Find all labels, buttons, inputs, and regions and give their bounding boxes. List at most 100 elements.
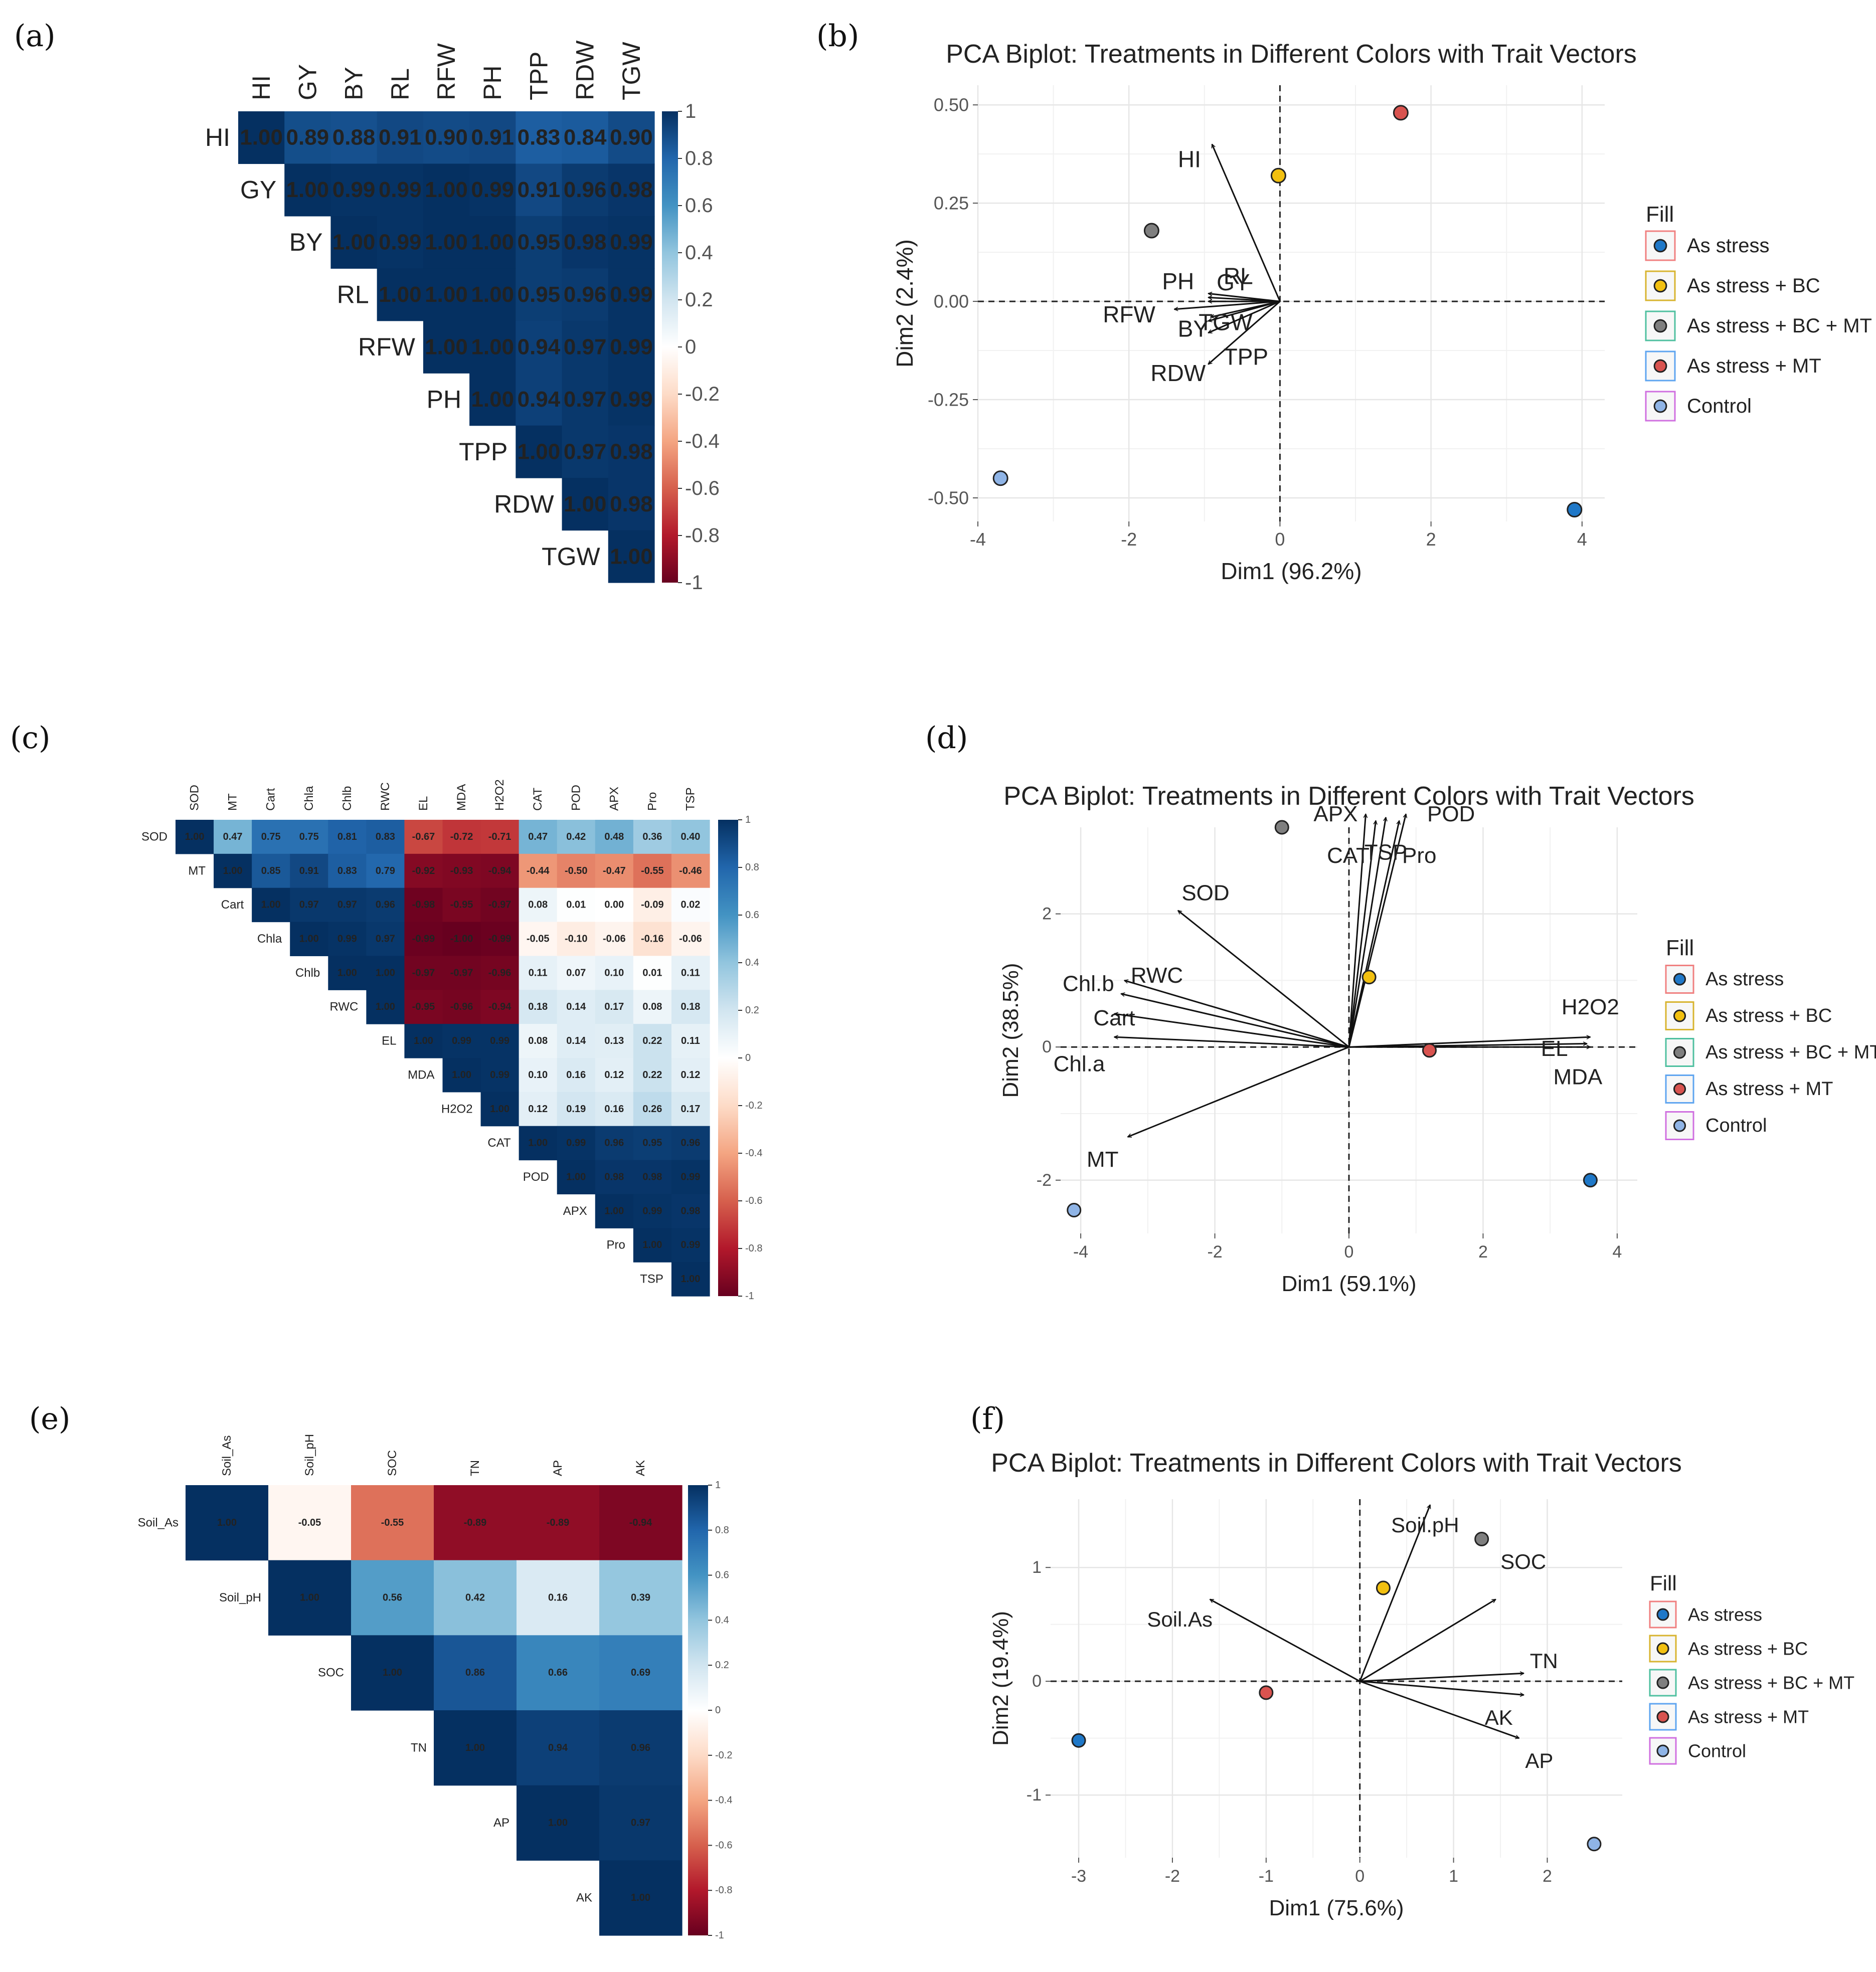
heatmap-cell [404, 853, 443, 888]
trait-label-rfw: RFW [1103, 301, 1155, 327]
cell-value-label: 0.47 [223, 831, 243, 842]
heatmap-cell [671, 1126, 710, 1161]
heatmap-cell [557, 887, 596, 923]
heatmap-cell [562, 216, 609, 269]
cell-value-label: -0.94 [488, 865, 511, 876]
cell-value-label: 0.97 [564, 387, 607, 412]
cell-value-label: 1.00 [528, 1138, 548, 1149]
heatmap-cell [608, 111, 655, 164]
trait-label-chl-a: Chl.a [1054, 1051, 1105, 1076]
cell-value-label: 1.00 [223, 865, 243, 876]
cell-value-label: 0.36 [642, 831, 662, 842]
y-tick-label: -2 [1037, 1171, 1052, 1190]
cell-value-label: 0.42 [465, 1592, 485, 1603]
point-as-stress-bc-mt [1474, 1531, 1489, 1546]
point-as-stress-bc [1270, 167, 1286, 184]
cell-value-label: 1.00 [379, 282, 422, 307]
cell-value-label: 1.00 [261, 900, 281, 911]
heatmap-cell [404, 1024, 443, 1058]
cell-value-label: -0.16 [641, 934, 664, 945]
cell-value-label: -0.72 [450, 831, 473, 842]
cell-value-label: 0.99 [566, 1138, 586, 1149]
cell-value-label: 0.97 [564, 335, 607, 360]
colorbar-tick-label: 1 [715, 1480, 721, 1491]
trait-vector-tpp [1208, 300, 1281, 365]
column-label-chlb: Chlb [340, 786, 354, 811]
cell-value-label: 0.22 [642, 1069, 662, 1081]
column-label-gy: GY [293, 64, 321, 100]
legend-label-as-stress: As stress [1688, 1604, 1762, 1625]
cell-value-label: 0.10 [528, 1069, 548, 1081]
y-tick-label: 0.00 [934, 291, 969, 312]
cell-value-label: -0.98 [412, 900, 435, 911]
heatmap-cell [633, 1024, 672, 1058]
legend-label-as-stress-mt: As stress + MT [1706, 1079, 1833, 1100]
cell-value-label: 0.86 [465, 1667, 485, 1678]
point-control [1587, 1837, 1602, 1852]
cell-value-label: -0.94 [488, 1001, 511, 1012]
legend-key-control [1673, 1119, 1686, 1132]
cell-value-label: 0.97 [376, 934, 395, 945]
cell-value-label: 0.48 [604, 831, 624, 842]
heatmap-cell [599, 1860, 683, 1936]
cell-value-label: 0.12 [528, 1104, 548, 1115]
heatmap-cell [516, 216, 563, 269]
cell-value-label: 0.08 [528, 900, 548, 911]
heatmap-cell [599, 1485, 683, 1561]
cell-value-label: 0.99 [680, 1172, 700, 1183]
heatmap-cell [562, 111, 609, 164]
colorbar-tick-label: -0.8 [685, 524, 720, 547]
y-tick-label: 2 [1042, 905, 1052, 924]
cell-value-label: 0.99 [490, 1035, 509, 1046]
heatmap-cell [404, 887, 443, 923]
legend-key-control [1656, 1744, 1669, 1757]
column-label-hi: HI [247, 75, 275, 100]
cell-value-label: 0.17 [680, 1104, 700, 1115]
row-label-el: EL [382, 1034, 396, 1048]
heatmap-cell [633, 922, 672, 957]
trait-vector-h2o2 [1348, 1037, 1590, 1048]
column-label-ak: AK [634, 1460, 647, 1476]
trait-vector-rwc [1124, 980, 1349, 1048]
legend-label-as-stress: As stress [1687, 235, 1769, 257]
row-label-soc: SOC [318, 1666, 344, 1680]
heatmap-cell [608, 530, 655, 583]
cell-value-label: 0.69 [631, 1667, 650, 1678]
row-label-mt: MT [188, 864, 206, 877]
heatmap-cell [595, 1160, 634, 1195]
heatmap-cell [469, 163, 516, 217]
legend-key-as-stress-bc [1656, 1642, 1669, 1655]
column-label-tpp: TPP [525, 52, 553, 100]
legend-key-as-stress [1673, 973, 1686, 986]
cell-value-label: 0.90 [610, 125, 653, 150]
heatmap-cell [595, 1194, 634, 1228]
legend-key-as-stress [1656, 1608, 1669, 1621]
colorbar-tick-label: -0.2 [745, 1100, 762, 1111]
plot-area [978, 85, 1605, 521]
heatmap-cell [557, 990, 596, 1024]
cell-value-label: 1.00 [490, 1104, 509, 1115]
row-label-sod: SOD [141, 830, 167, 843]
trait-vector-mt [1128, 1046, 1349, 1137]
colorbar-tick-label: -1 [685, 572, 703, 594]
heatmap-cell [480, 956, 520, 990]
point-as-stress-mt [1422, 1043, 1437, 1058]
row-label-tpp: TPP [459, 438, 507, 466]
heatmap-cell [434, 1710, 517, 1786]
column-label-soc: SOC [386, 1450, 399, 1476]
heatmap-cell [328, 887, 367, 923]
cell-value-label: -0.99 [412, 934, 435, 945]
heatmap-cell [268, 1485, 352, 1561]
trait-label-soil-as: Soil.As [1147, 1607, 1213, 1631]
cell-value-label: -1.00 [450, 934, 473, 945]
cell-value-label: -0.96 [450, 1001, 473, 1012]
trait-vector-pro [1348, 821, 1399, 1047]
heatmap-cell [423, 111, 470, 164]
row-label-ak: AK [576, 1891, 592, 1905]
heatmap-cell [595, 820, 634, 854]
y-tick-label: 0 [1032, 1672, 1042, 1691]
row-label-h2o2: H2O2 [441, 1102, 473, 1116]
trait-label-rl: RL [1224, 263, 1253, 289]
heatmap-cell [671, 887, 710, 923]
legend-label-as-stress-bc-mt: As stress + BC + MT [1687, 315, 1872, 337]
